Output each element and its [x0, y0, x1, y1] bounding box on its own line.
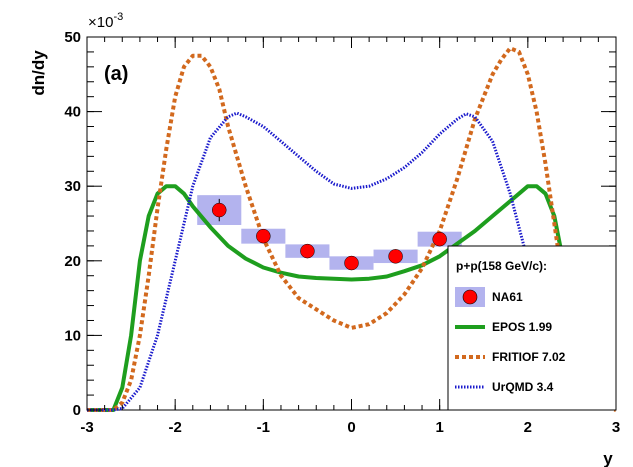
- y-axis-title: dn/dy: [29, 50, 48, 96]
- x-tick-label: -3: [80, 419, 93, 436]
- y-tick-label: 30: [64, 178, 81, 195]
- model-curves: [87, 46, 617, 412]
- series-line-epos: [87, 184, 566, 412]
- legend-label-fritiof: FRITIOF 7.02: [492, 350, 566, 364]
- legend: p+p(158 GeV/c): NA61 EPOS 1.99 FRITIOF 7…: [447, 245, 617, 411]
- data-point: [212, 202, 227, 218]
- x-axis-title: y: [603, 449, 613, 467]
- legend-label-epos: EPOS 1.99: [492, 320, 552, 334]
- x-tick-label: 1: [435, 419, 443, 436]
- legend-na61-marker: [462, 289, 478, 305]
- x-tick-label: -2: [168, 419, 181, 436]
- legend-title: p+p(158 GeV/c):: [456, 259, 547, 273]
- legend-box: [447, 245, 617, 411]
- x-tick-label: -1: [257, 419, 270, 436]
- x-tick-label: 0: [347, 419, 355, 436]
- x-tick-label: 2: [524, 419, 532, 436]
- y-tick-label: 10: [64, 327, 81, 344]
- data-point: [256, 228, 271, 244]
- y-tick-label: 50: [64, 29, 81, 46]
- legend-label-urqmd: UrQMD 3.4: [492, 380, 554, 394]
- y-tick-label: 0: [73, 402, 81, 419]
- y-multiplier-exponent: -3: [113, 11, 123, 23]
- data-point: [432, 231, 447, 247]
- series-line-urqmd: [87, 111, 530, 412]
- systematic-error-boxes: [197, 195, 462, 270]
- y-multiplier-base: ×10: [88, 14, 113, 31]
- legend-label-na61: NA61: [492, 290, 523, 304]
- x-tick-label: 3: [612, 419, 620, 436]
- na61-data-points: [212, 198, 447, 271]
- data-point: [388, 249, 403, 264]
- y-axis-multiplier: ×10-3: [88, 11, 123, 31]
- series-line-fritiof: [87, 46, 617, 412]
- y-tick-label: 40: [64, 104, 81, 121]
- data-point: [300, 243, 315, 259]
- y-tick-label: 20: [64, 253, 81, 270]
- panel-label: (a): [104, 63, 128, 85]
- data-point: [344, 255, 359, 271]
